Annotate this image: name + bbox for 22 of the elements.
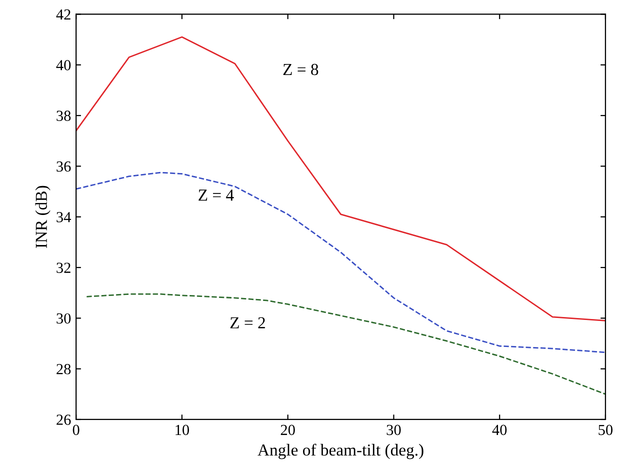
y-tick-label: 32: [56, 262, 70, 273]
y-tick-label: 28: [56, 364, 71, 374]
y-tick-label: 30: [56, 313, 71, 324]
line-series: [86, 293, 606, 395]
y-tick-label: 38: [56, 110, 71, 121]
line-series: [76, 172, 606, 354]
series-label: Z = 2: [230, 317, 265, 328]
x-tick-label: 20: [280, 424, 295, 436]
text: Z = 8: [283, 64, 318, 76]
x-axis-title: Angle of beam-tilt (deg.): [258, 444, 424, 460]
x-tick-label: 10: [176, 424, 190, 436]
y-tick-label: 42: [56, 9, 70, 20]
x-tick-label: 30: [386, 424, 401, 436]
y-tick-label: 26: [56, 414, 71, 425]
y-axis-title: INR (dB): [35, 186, 50, 248]
y-tick-label: 34: [56, 212, 71, 222]
x-tick-label: 40: [492, 424, 507, 436]
y-tick-label: 40: [56, 60, 71, 70]
y-tick-label: 36: [56, 161, 71, 172]
x-tick-label: 0: [72, 424, 80, 436]
x-tick-label: 50: [598, 424, 613, 436]
series-label: Z = 4: [198, 190, 234, 201]
